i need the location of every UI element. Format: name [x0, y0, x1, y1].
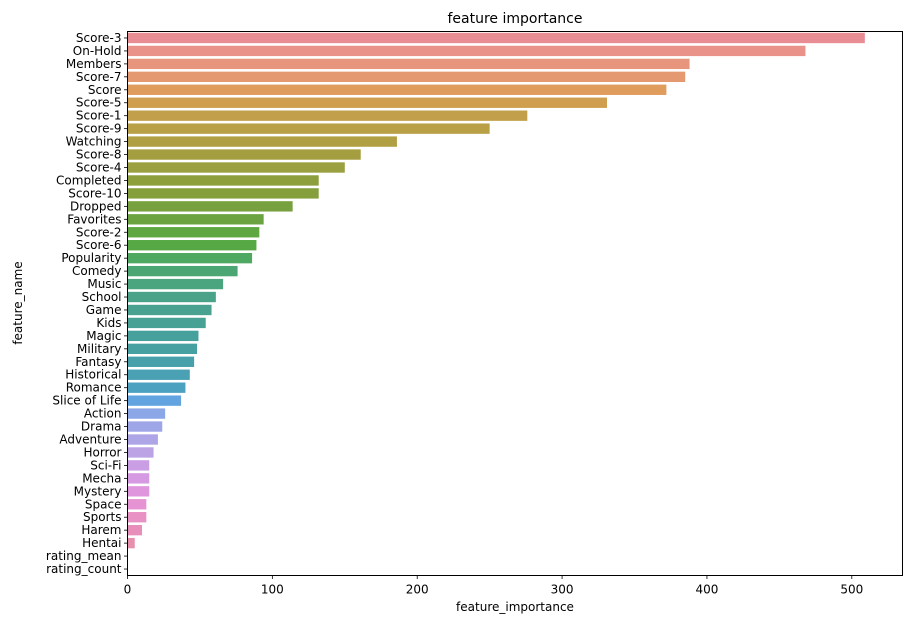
x-ticks: 0 100 200 300 400 500 — [124, 575, 863, 597]
bar-romance — [127, 382, 186, 393]
bar-drama — [127, 421, 163, 432]
y-tick-label: Fantasy — [75, 355, 121, 369]
bar-completed — [127, 175, 319, 186]
x-tick-label: 100 — [261, 583, 284, 597]
x-tick-label: 200 — [406, 583, 429, 597]
bar-school — [127, 291, 216, 303]
bar-watching — [127, 136, 397, 147]
bar-magic — [127, 330, 199, 342]
y-tick-label: Completed — [56, 173, 121, 187]
y-tick-label: Kids — [96, 316, 121, 330]
y-tick-label: Military — [77, 342, 121, 356]
bar-score — [127, 84, 667, 95]
y-tick-label: Popularity — [61, 251, 121, 265]
plot-frame — [127, 31, 903, 576]
x-axis-title: feature_importance — [456, 600, 574, 614]
bar-on-hold — [127, 45, 806, 57]
y-tick-label: Harem — [81, 523, 121, 537]
x-tick-label: 0 — [124, 583, 132, 597]
bar-slice-of-life — [127, 395, 182, 406]
y-tick-label: Score-1 — [76, 109, 122, 123]
y-tick-label: Favorites — [67, 212, 121, 226]
y-tick-label: Romance — [66, 381, 122, 395]
y-axis-title: feature_name — [11, 261, 25, 344]
bar-score-3 — [127, 32, 865, 44]
bar-score-2 — [127, 227, 260, 238]
y-tick-label: Mystery — [74, 484, 122, 498]
bar-score-1 — [127, 110, 528, 121]
y-tick-label: Space — [85, 497, 122, 511]
y-tick-labels: Score-3On-HoldMembersScore-7ScoreScore-5… — [46, 31, 128, 576]
y-tick-label: Score-10 — [68, 186, 121, 200]
bar-hentai — [127, 537, 135, 549]
bar-music — [127, 278, 224, 290]
y-tick-label: School — [82, 290, 122, 304]
bar-harem — [127, 524, 142, 536]
y-tick-label: Watching — [66, 135, 122, 149]
chart-title: feature importance — [448, 11, 583, 27]
bar-mystery — [127, 486, 150, 497]
bar-dropped — [127, 201, 293, 212]
y-tick-label: Adventure — [59, 433, 121, 447]
y-tick-label: Comedy — [72, 264, 122, 278]
bar-military — [127, 343, 198, 355]
bar-mecha — [127, 473, 150, 484]
y-tick-label: Score-9 — [76, 122, 122, 136]
y-tick-label: On-Hold — [73, 44, 122, 58]
bar-members — [127, 58, 690, 70]
y-tick-label: Sci-Fi — [90, 458, 121, 472]
bar-fantasy — [127, 356, 195, 367]
bar-horror — [127, 447, 154, 458]
y-tick-label: Game — [86, 303, 122, 317]
y-tick-label: Score-7 — [76, 70, 122, 84]
y-tick-label: Music — [87, 277, 121, 291]
bar-score-7 — [127, 71, 686, 83]
bar-sports — [127, 512, 147, 523]
bar-comedy — [127, 265, 238, 277]
y-tick-label: Score-4 — [76, 161, 122, 175]
bar-score-5 — [127, 97, 607, 108]
bars-group — [127, 32, 865, 549]
y-tick-label: Drama — [81, 420, 122, 434]
y-tick-label: Sports — [83, 510, 121, 524]
x-tick-label: 300 — [551, 583, 574, 597]
bar-space — [127, 499, 147, 510]
bar-score-4 — [127, 162, 345, 173]
y-tick-label: Slice of Life — [52, 394, 121, 408]
y-tick-label: Hentai — [82, 536, 121, 550]
bar-historical — [127, 369, 190, 380]
y-tick-label: Mecha — [82, 471, 121, 485]
y-tick-label: Historical — [65, 368, 121, 382]
bar-action — [127, 408, 166, 419]
bar-game — [127, 304, 212, 316]
bar-score-9 — [127, 123, 490, 134]
bar-popularity — [127, 252, 253, 264]
y-tick-label: Score — [88, 83, 122, 97]
bar-score-8 — [127, 149, 361, 160]
x-tick-label: 400 — [695, 583, 718, 597]
y-tick-label: rating_mean — [46, 549, 122, 563]
y-tick-label: Score-6 — [76, 238, 122, 252]
y-tick-label: Members — [66, 57, 122, 71]
y-tick-label: Magic — [86, 329, 121, 343]
bar-adventure — [127, 434, 158, 445]
y-tick-label: Action — [84, 407, 122, 421]
y-tick-label: Dropped — [70, 199, 122, 213]
y-tick-label: Score-3 — [76, 31, 122, 45]
bar-sci-fi — [127, 460, 150, 471]
bar-score-10 — [127, 188, 319, 199]
bar-favorites — [127, 214, 264, 225]
y-tick-label: Score-5 — [76, 96, 122, 110]
y-tick-label: Score-2 — [76, 225, 122, 239]
y-tick-label: Score-8 — [76, 148, 122, 162]
x-tick-label: 500 — [840, 583, 863, 597]
y-tick-label: Horror — [83, 445, 121, 459]
y-tick-label: rating_count — [46, 562, 122, 576]
bar-kids — [127, 317, 206, 329]
bar-score-6 — [127, 240, 257, 251]
